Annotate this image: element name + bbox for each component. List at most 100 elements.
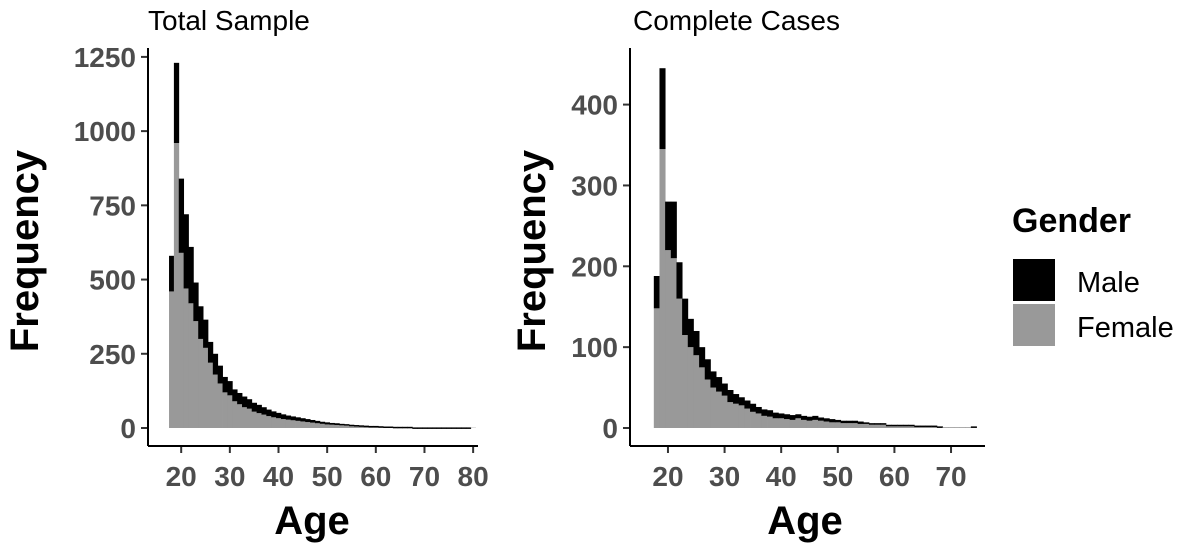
bar-male-age-46	[812, 415, 819, 420]
bar-female-age-35	[251, 411, 258, 428]
bar-female-age-44	[801, 419, 808, 428]
bar-female-age-22	[676, 298, 683, 428]
histogram-bars	[169, 62, 476, 429]
bar-female-age-51	[840, 423, 847, 428]
bar-female-age-54	[857, 423, 864, 428]
bar-male-age-30	[721, 383, 728, 396]
bar-male-age-38	[266, 409, 272, 417]
bar-female-age-52	[846, 423, 853, 428]
x-tick-label: 20	[166, 461, 197, 492]
bar-male-age-24	[687, 318, 694, 348]
bar-male-age-64	[392, 426, 399, 429]
bar-male-age-40	[778, 413, 785, 419]
bar-female-age-56	[868, 424, 876, 428]
bar-male-age-33	[242, 396, 248, 408]
bar-female-age-33	[242, 407, 248, 428]
y-tick-label: 100	[571, 332, 618, 363]
bar-female-age-46	[305, 422, 311, 428]
bar-female-age-71	[953, 427, 960, 428]
bar-male-age-67	[931, 425, 938, 428]
bar-male-age-51	[329, 422, 335, 425]
bar-male-age-70	[422, 427, 428, 429]
bar-female-age-20	[178, 252, 185, 428]
bar-male-age-43	[290, 416, 296, 421]
bar-male-age-26	[207, 341, 214, 363]
bar-male-age-41	[280, 414, 287, 420]
bar-female-age-27	[212, 374, 219, 428]
bar-male-age-39	[772, 412, 779, 419]
bar-male-age-28	[217, 365, 223, 384]
y-axis-ticks: 0 100 200 300 400	[571, 90, 630, 444]
y-tick-label: 750	[89, 190, 136, 221]
bar-male-age-35	[750, 403, 757, 412]
bar-female-age-53	[851, 423, 859, 428]
bar-female-age-43	[795, 418, 802, 428]
bar-male-age-45	[300, 418, 306, 422]
bar-female-age-18	[653, 308, 660, 428]
bar-male-age-25	[693, 330, 700, 356]
bar-male-age-31	[232, 389, 238, 402]
bar-female-age-50	[834, 422, 842, 428]
bar-female-age-58	[880, 424, 887, 428]
y-tick-label: 1250	[74, 42, 136, 73]
bar-male-age-69	[417, 427, 423, 429]
bar-male-age-47	[310, 419, 316, 423]
bar-male-age-27	[212, 353, 219, 375]
bar-female-age-51	[329, 424, 335, 428]
bar-male-age-72	[431, 427, 438, 429]
bar-female-age-55	[349, 425, 355, 428]
bar-male-age-45	[806, 416, 813, 421]
bar-male-age-75	[446, 427, 452, 429]
bar-male-age-46	[305, 419, 311, 423]
bar-female-age-53	[339, 425, 345, 428]
bar-male-age-55	[349, 424, 355, 427]
y-tick-label: 0	[120, 413, 136, 444]
x-tick-label: 80	[458, 461, 489, 492]
bar-female-age-72	[959, 427, 966, 428]
y-axis-ticks: 0 250 500 750 1000 1250	[74, 42, 148, 444]
y-tick-label: 0	[602, 413, 618, 444]
bar-female-age-38	[266, 416, 272, 428]
bar-female-age-66	[925, 426, 932, 428]
legend-label-female: Female	[1077, 312, 1174, 344]
bar-female-age-62	[902, 425, 909, 428]
panel-total-sample: Total Sample 0 250 500 750 1000 1250 20 30 40 50…	[3, 5, 489, 543]
bar-male-age-32	[733, 394, 740, 404]
bar-male-age-61	[897, 424, 904, 427]
x-tick-label: 70	[935, 461, 966, 492]
bar-female-age-27	[704, 379, 711, 428]
bar-male-age-21	[670, 201, 677, 259]
y-tick-label: 300	[571, 170, 618, 201]
bar-male-age-54	[857, 421, 864, 424]
bar-female-age-59	[885, 425, 892, 428]
bar-male-age-39	[271, 411, 277, 418]
bar-female-age-34	[744, 408, 751, 428]
bar-female-age-26	[207, 362, 214, 428]
y-tick-label: 500	[89, 265, 136, 296]
bar-male-age-28	[710, 371, 717, 388]
bar-female-age-48	[823, 421, 830, 428]
bar-male-age-24	[198, 306, 204, 339]
bar-male-age-38	[767, 410, 774, 417]
bar-male-age-34	[246, 399, 253, 409]
bar-female-age-33	[738, 405, 745, 428]
bar-female-age-69	[942, 427, 949, 428]
bar-male-age-18	[169, 255, 175, 292]
bar-male-age-33	[738, 397, 745, 406]
bar-male-age-23	[682, 298, 689, 336]
histogram-bars	[653, 68, 977, 428]
bar-male-age-62	[902, 424, 909, 427]
bar-male-age-66	[402, 426, 408, 429]
bar-male-age-63	[387, 426, 394, 429]
bar-female-age-36	[256, 413, 262, 428]
x-tick-label: 30	[214, 461, 245, 492]
bar-male-age-26	[699, 347, 706, 368]
bar-female-age-60	[891, 425, 898, 428]
legend: Gender Male Female	[1012, 202, 1174, 346]
bar-female-age-37	[261, 414, 267, 428]
legend-label-male: Male	[1077, 267, 1140, 299]
bar-male-age-56	[353, 425, 360, 427]
bar-male-age-20	[178, 178, 185, 253]
bar-male-age-34	[744, 400, 751, 409]
bar-male-age-51	[840, 420, 847, 424]
